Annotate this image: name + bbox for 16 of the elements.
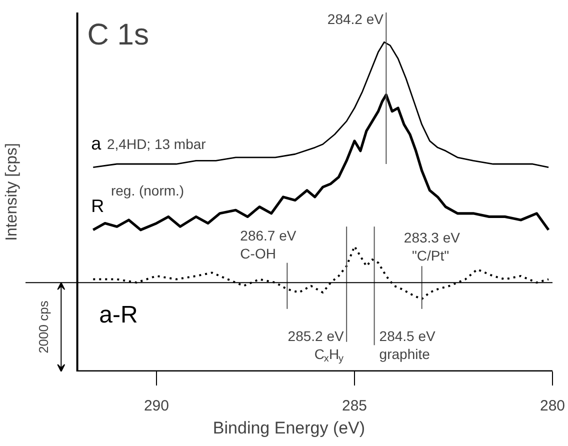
series-label: a: [91, 133, 102, 154]
ref-line-label: 283.3 eV "C/Pt": [404, 229, 461, 264]
ref-line-label: 286.7 eV C-OH: [240, 228, 297, 262]
chart-title: C 1s: [87, 18, 149, 52]
y-axis-title: Intensity [cps]: [4, 143, 20, 241]
legend-label: 2000 cps: [36, 300, 52, 354]
ref-line-label: 284.5 eV graphite: [379, 328, 436, 362]
x-tick-label: 290: [144, 398, 170, 414]
x-tick-label: 285: [342, 398, 368, 414]
series-label: R: [91, 196, 104, 216]
x-axis-title: Binding Energy (eV): [212, 418, 366, 438]
ref-line-label: 284.2 eV: [327, 11, 384, 28]
series-label: a-R: [99, 301, 138, 328]
annotation: reg. (norm.): [110, 182, 184, 198]
x-tick-label: 280: [540, 398, 566, 414]
annotation: 2,4HD; 13 mbar: [106, 136, 206, 152]
